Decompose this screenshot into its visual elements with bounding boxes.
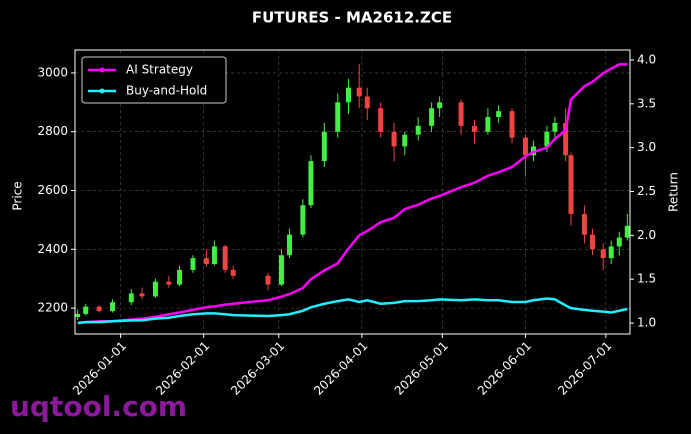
candle-body [278,255,284,285]
candle-body [378,108,384,132]
legend-marker [99,67,105,73]
candle-body [415,125,421,135]
candle-body [356,87,362,97]
candle-body [402,134,408,147]
candle-body [552,122,558,132]
candle-body [230,269,236,276]
candle-body [509,111,515,138]
series-line [77,297,628,325]
candle-body [364,96,370,109]
candle-body [608,246,614,259]
candle-body [496,111,502,118]
y2-tick-label: 3.5 [637,96,656,110]
candle-body [308,161,314,206]
candle-body [345,87,351,103]
candle-body [190,258,196,270]
y2-tick-label: 2.0 [637,228,656,242]
candle-body [568,155,574,215]
watermark: uqtool.com [10,390,187,423]
y-tick-label: 2400 [37,242,68,256]
legend-label: AI Strategy [126,63,193,77]
candle-body [581,214,587,235]
legend: AI Strategy Buy-and-Hold [81,56,227,104]
chart-title: FUTURES - MA2612.ZCE [252,9,452,27]
candle-body [110,302,116,312]
candle-body [96,306,102,312]
y-tick-label: 2600 [37,183,68,197]
candle-body [211,246,217,265]
candle-body [589,234,595,250]
y2-axis-label: Return [667,172,681,212]
candle-body [139,293,145,297]
candle-body [222,246,228,270]
candle-body [203,258,209,265]
y-tick-label: 3000 [37,65,68,79]
candle-body [437,102,443,109]
candle-body [522,137,528,156]
candle-body [624,225,630,238]
y2-tick-label: 3.0 [637,140,656,154]
candle-body [152,281,158,297]
candle-body [616,237,622,247]
candle-body [300,205,306,235]
y2-tick-label: 1.0 [637,316,656,330]
candle-body [335,102,341,132]
candle-body [265,275,271,285]
candle-body [563,122,569,156]
y2-tick-label: 2.5 [637,184,656,198]
y-axis-label: Price [11,181,25,210]
candle-body [83,306,89,315]
y-tick-label: 2200 [37,301,68,315]
candle-body [458,102,464,126]
candle-body [75,314,81,317]
candle-body [471,125,477,132]
series-line [77,63,628,325]
y-tick-label: 2800 [37,124,68,138]
candle-body [128,293,134,303]
y2-tick-label: 1.5 [637,272,656,286]
candle-body [166,281,172,285]
candle-body [485,117,491,132]
candle-body [600,249,606,259]
candle-body [391,131,397,147]
candle-body [544,131,550,147]
y2-tick-label: 4.0 [637,52,656,66]
candle-body [177,269,183,285]
candle-body [429,108,435,126]
candle-body [321,131,327,162]
legend-marker [99,88,105,94]
legend-box [81,56,227,104]
legend-label: Buy-and-Hold [126,84,207,98]
plot-frame [74,49,631,335]
candle-body [286,234,292,256]
